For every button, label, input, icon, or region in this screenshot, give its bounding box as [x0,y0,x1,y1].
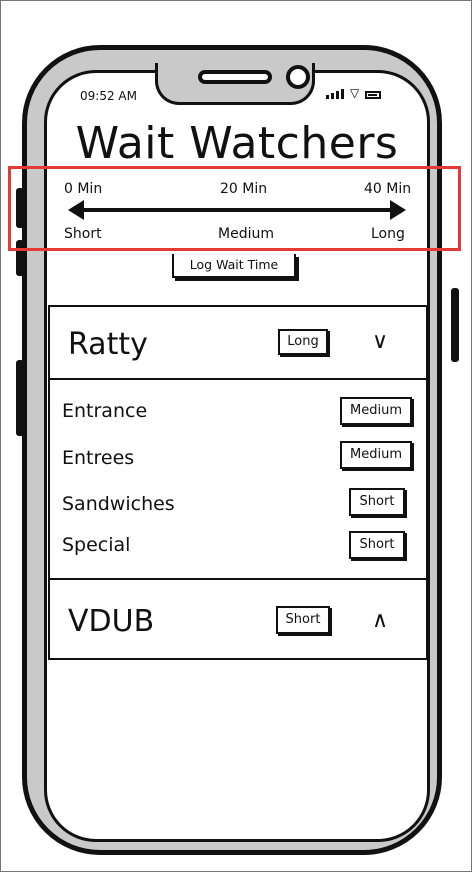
station-name-special: Special [62,534,131,556]
location-name: VDUB [68,604,155,639]
location-name: Ratty [68,327,148,362]
location-header-vdub[interactable]: VDUB Short ∧ [48,578,428,660]
side-button-left-3 [16,360,24,436]
station-name-entrees: Entrees [62,447,135,469]
side-button-left-2 [16,240,24,276]
speaker-icon [198,70,272,84]
station-wait-badge-entrees: Medium [340,441,412,469]
status-time: 09:52 AM [80,89,137,103]
legend-highlight-box [8,166,461,251]
legend-mid-label: 20 Min [220,181,268,197]
legend-short-label: Short [64,226,102,242]
station-wait-badge-special: Short [349,531,405,559]
app-title: Wait Watchers [75,118,399,169]
station-name-entrance: Entrance [62,400,148,422]
log-wait-time-button[interactable]: Log Wait Time [172,254,296,278]
legend-long-label: Long [371,226,405,242]
arrow-right-icon [390,200,406,220]
side-button-left-1 [16,188,24,228]
legend-max-label: 40 Min [364,181,412,197]
location-header-ratty[interactable]: Ratty Long ∨ [48,305,428,380]
wifi-icon: ▽ [350,86,360,100]
legend-medium-label: Medium [218,226,274,242]
camera-icon [286,65,310,89]
legend-scale-line [76,208,396,212]
chevron-up-icon[interactable]: ∧ [372,608,389,633]
station-wait-badge-entrance: Medium [340,397,412,425]
station-wait-badge-sandwiches: Short [349,488,405,516]
chevron-down-icon[interactable]: ∨ [372,329,389,354]
status-icons: ▽ [326,86,382,100]
side-button-right [451,288,459,362]
battery-icon [365,91,382,99]
station-name-sandwiches: Sandwiches [62,493,175,515]
signal-icon [326,89,344,99]
wait-badge: Long [278,329,328,355]
wait-badge: Short [276,606,330,634]
legend-min-label: 0 Min [64,181,103,197]
